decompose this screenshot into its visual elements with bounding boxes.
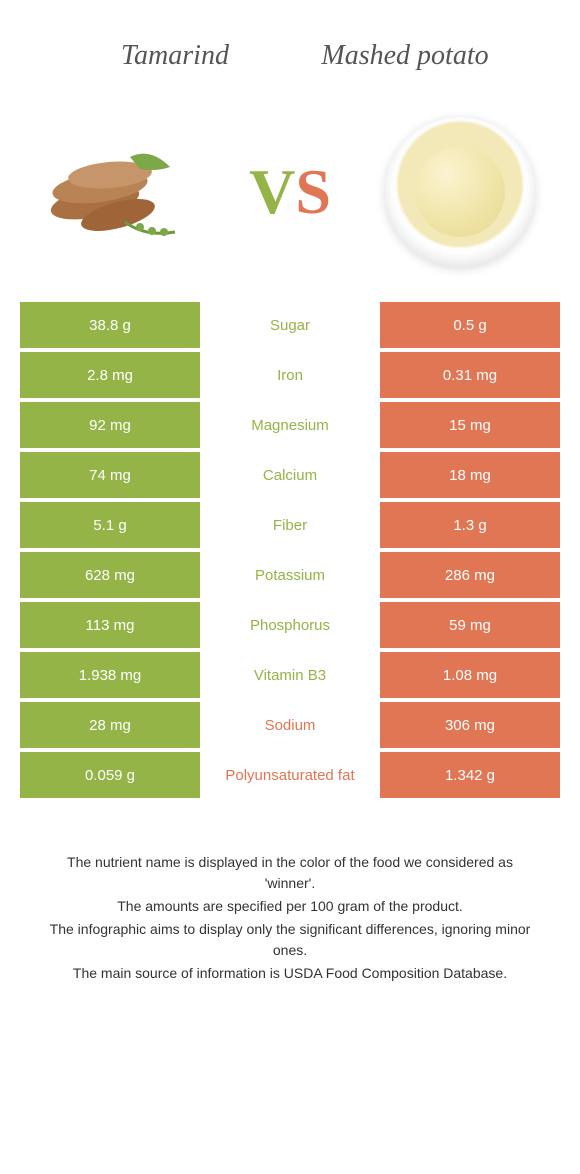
table-row: 628 mgPotassium286 mg	[20, 552, 560, 598]
table-row: 28 mgSodium306 mg	[20, 702, 560, 748]
value-right: 59 mg	[380, 602, 560, 648]
header-titles: Tamarind Mashed potato	[0, 0, 580, 92]
nutrient-label: Polyunsaturated fat	[200, 752, 380, 798]
value-left: 74 mg	[20, 452, 200, 498]
value-left: 113 mg	[20, 602, 200, 648]
value-right: 1.342 g	[380, 752, 560, 798]
value-left: 2.8 mg	[20, 352, 200, 398]
table-row: 1.938 mgVitamin B31.08 mg	[20, 652, 560, 698]
table-row: 5.1 gFiber1.3 g	[20, 502, 560, 548]
table-row: 92 mgMagnesium15 mg	[20, 402, 560, 448]
table-row: 38.8 gSugar0.5 g	[20, 302, 560, 348]
footnote-line: The infographic aims to display only the…	[40, 919, 540, 961]
nutrient-label: Sodium	[200, 702, 380, 748]
value-left: 38.8 g	[20, 302, 200, 348]
value-left: 628 mg	[20, 552, 200, 598]
table-row: 74 mgCalcium18 mg	[20, 452, 560, 498]
mashed-potato-image	[380, 112, 540, 272]
value-right: 15 mg	[380, 402, 560, 448]
tamarind-image	[40, 112, 200, 272]
images-row: VS	[0, 92, 580, 302]
title-right: Mashed potato	[290, 40, 520, 72]
vs-label: VS	[249, 155, 331, 229]
nutrient-label: Calcium	[200, 452, 380, 498]
nutrient-label: Iron	[200, 352, 380, 398]
table-row: 2.8 mgIron0.31 mg	[20, 352, 560, 398]
table-row: 0.059 gPolyunsaturated fat1.342 g	[20, 752, 560, 798]
value-right: 1.08 mg	[380, 652, 560, 698]
vs-v-letter: V	[249, 156, 295, 227]
mashed-potato-icon	[385, 117, 535, 267]
value-left: 92 mg	[20, 402, 200, 448]
nutrient-label: Phosphorus	[200, 602, 380, 648]
value-left: 5.1 g	[20, 502, 200, 548]
nutrient-label: Magnesium	[200, 402, 380, 448]
value-left: 0.059 g	[20, 752, 200, 798]
vs-s-letter: S	[295, 156, 331, 227]
value-right: 1.3 g	[380, 502, 560, 548]
title-left: Tamarind	[60, 40, 290, 72]
value-right: 0.31 mg	[380, 352, 560, 398]
footnote-line: The main source of information is USDA F…	[40, 963, 540, 984]
footnote-line: The amounts are specified per 100 gram o…	[40, 896, 540, 917]
table-row: 113 mgPhosphorus59 mg	[20, 602, 560, 648]
value-left: 28 mg	[20, 702, 200, 748]
footnote-line: The nutrient name is displayed in the co…	[40, 852, 540, 894]
comparison-table: 38.8 gSugar0.5 g2.8 mgIron0.31 mg92 mgMa…	[0, 302, 580, 798]
value-right: 0.5 g	[380, 302, 560, 348]
nutrient-label: Sugar	[200, 302, 380, 348]
tamarind-icon	[40, 127, 200, 257]
nutrient-label: Vitamin B3	[200, 652, 380, 698]
nutrient-label: Potassium	[200, 552, 380, 598]
value-right: 306 mg	[380, 702, 560, 748]
value-right: 286 mg	[380, 552, 560, 598]
footnotes: The nutrient name is displayed in the co…	[0, 802, 580, 1006]
value-right: 18 mg	[380, 452, 560, 498]
value-left: 1.938 mg	[20, 652, 200, 698]
nutrient-label: Fiber	[200, 502, 380, 548]
